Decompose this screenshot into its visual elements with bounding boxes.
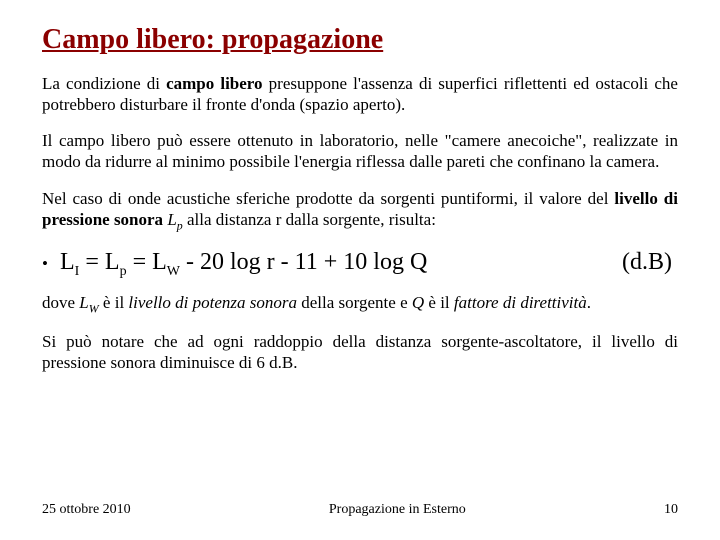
equation-unit: (d.B): [622, 249, 678, 276]
paragraph-3: Nel caso di onde acustiche sferiche prod…: [42, 189, 678, 233]
eq-p: p: [120, 263, 127, 278]
p4-a: dove: [42, 293, 79, 312]
paragraph-1: La condizione di campo libero presuppone…: [42, 74, 678, 115]
p3-f: alla distanza r dalla sorgente, risulta:: [183, 210, 436, 229]
p4-f: della sorgente e: [297, 293, 412, 312]
paragraph-2: Il campo libero può essere ottenuto in l…: [42, 131, 678, 172]
paragraph-5: Si può notare che ad ogni raddoppio dell…: [42, 332, 678, 373]
slide-title: Campo libero: propagazione: [42, 24, 678, 56]
p4-h: è il: [424, 293, 454, 312]
slide: Campo libero: propagazione La condizione…: [0, 0, 720, 540]
eq-eq2: =: [127, 249, 153, 275]
footer-title: Propagazione in Esterno: [329, 502, 466, 518]
p4-c: W: [89, 302, 99, 316]
eq-L3: L: [152, 249, 167, 275]
p4-b: L: [79, 293, 88, 312]
p3-a: Nel caso di onde acustiche sferiche prod…: [42, 189, 614, 208]
eq-eq1: =: [79, 249, 105, 275]
eq-W: W: [167, 263, 180, 278]
p3-d: L: [167, 210, 176, 229]
footer-date: 25 ottobre 2010: [42, 502, 131, 518]
bullet-icon: •: [42, 254, 60, 274]
eq-mid: - 20 log r - 11 + 10 log Q: [180, 249, 427, 275]
p4-e: livello di potenza sonora: [128, 293, 297, 312]
p4-i: fattore di direttività: [454, 293, 587, 312]
p4-g: Q: [412, 293, 424, 312]
equation-row: • LI = Lp = LW - 20 log r - 11 + 10 log …: [42, 249, 678, 280]
equation: LI = Lp = LW - 20 log r - 11 + 10 log Q: [60, 249, 622, 280]
footer-page: 10: [664, 502, 678, 518]
p4-d: è il: [99, 293, 129, 312]
p4-j: .: [587, 293, 591, 312]
footer: 25 ottobre 2010 Propagazione in Esterno …: [42, 502, 678, 518]
eq-L2: L: [105, 249, 120, 275]
eq-L1: L: [60, 249, 75, 275]
p1-b: campo libero: [166, 74, 262, 93]
p1-a: La condizione di: [42, 74, 166, 93]
paragraph-4: dove LW è il livello di potenza sonora d…: [42, 293, 678, 316]
